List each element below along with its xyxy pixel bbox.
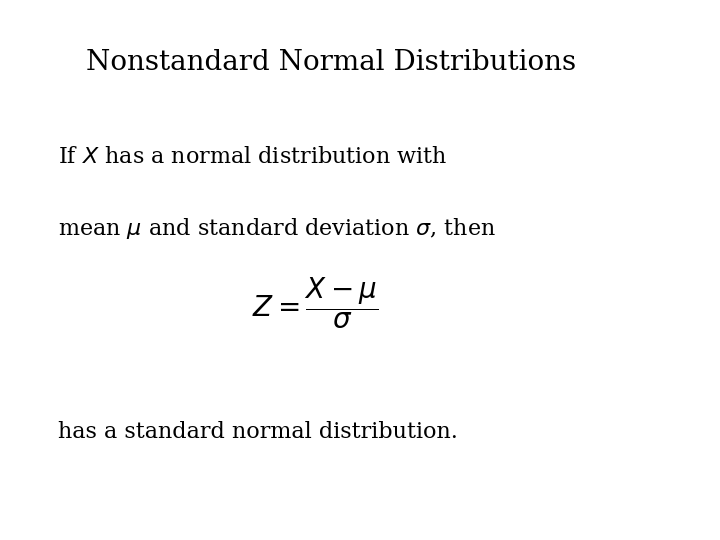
Text: mean $\mu$ and standard deviation $\sigma$, then: mean $\mu$ and standard deviation $\sigm… — [58, 216, 495, 241]
Text: $Z = \dfrac{X - \mu}{\sigma}$: $Z = \dfrac{X - \mu}{\sigma}$ — [252, 275, 379, 331]
Text: If $X$ has a normal distribution with: If $X$ has a normal distribution with — [58, 146, 447, 168]
Text: has a standard normal distribution.: has a standard normal distribution. — [58, 421, 457, 443]
Text: Nonstandard Normal Distributions: Nonstandard Normal Distributions — [86, 49, 577, 76]
